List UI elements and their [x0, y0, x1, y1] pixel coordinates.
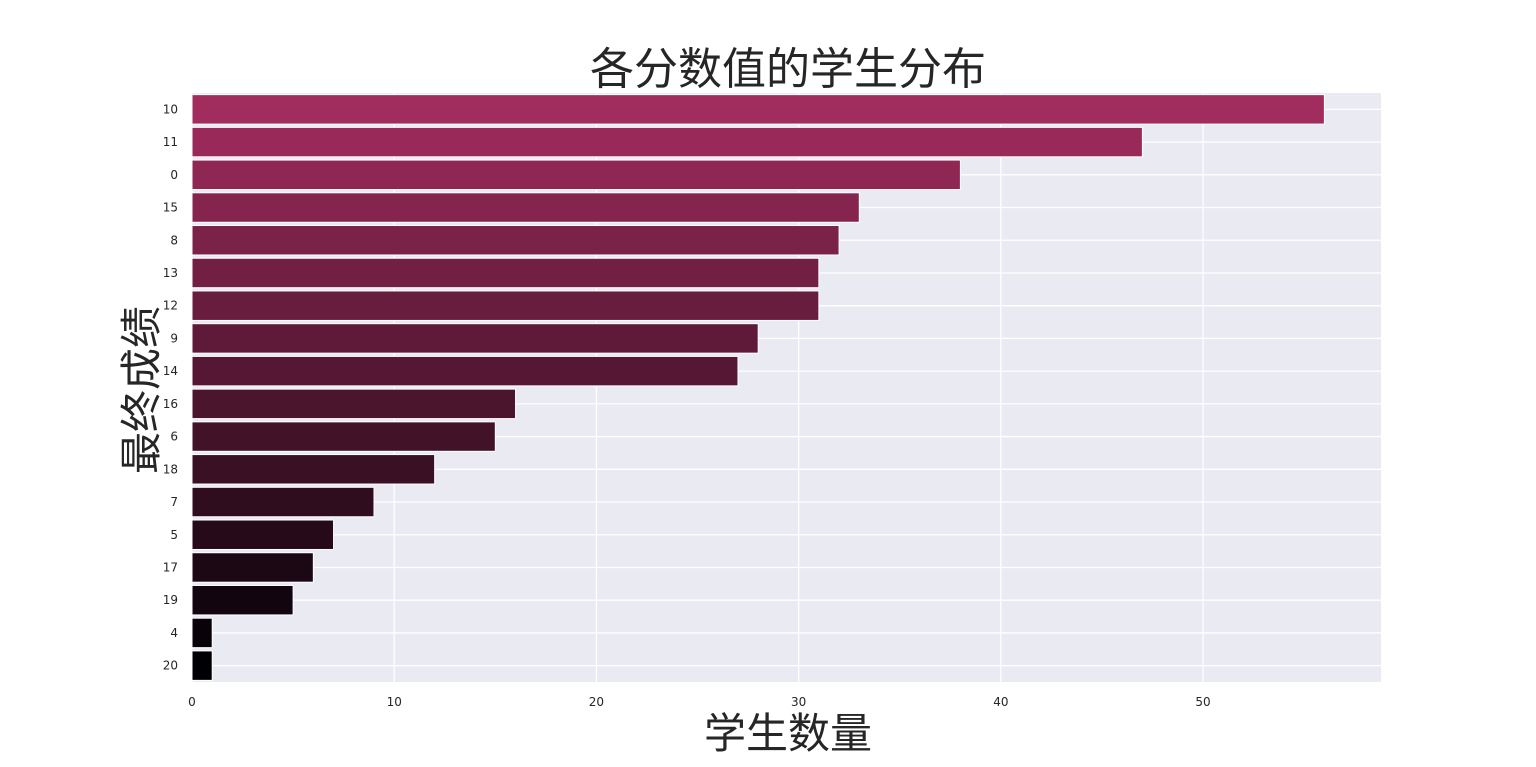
- y-tick-label: 12: [163, 299, 178, 313]
- y-tick-label: 7: [170, 495, 178, 509]
- chart-title: 各分数值的学生分布: [590, 44, 986, 95]
- bar-4: [191, 617, 213, 649]
- bar-12: [191, 290, 820, 321]
- y-tick-label: 13: [163, 266, 178, 280]
- y-tick-labels: 10 11 0 15 8 13 12 9 14 16 6 18 7 5 17 19 4 20: [163, 102, 178, 672]
- bar-15: [191, 192, 860, 223]
- x-tick-label: 40: [993, 695, 1008, 709]
- y-tick-label: 6: [170, 430, 178, 444]
- x-tick-label: 20: [589, 695, 604, 709]
- bar-0: [191, 159, 961, 191]
- bar-11: [191, 126, 1143, 158]
- y-tick-label: 14: [163, 364, 178, 378]
- x-tick-labels: 0 10 20 30 40 50: [188, 695, 1211, 709]
- plot-area: [192, 93, 1381, 682]
- y-axis-title: 最终成绩: [117, 306, 166, 474]
- y-tick-label: 0: [170, 168, 178, 182]
- y-tick-label: 16: [163, 397, 178, 411]
- x-axis-title: 学生数量: [704, 709, 872, 758]
- y-tick-label: 17: [163, 560, 178, 574]
- bar-17: [191, 552, 314, 583]
- y-tick-label: 18: [163, 462, 178, 476]
- bar-16: [191, 388, 517, 420]
- bar-9: [191, 323, 759, 354]
- y-tick-label: 8: [170, 233, 178, 247]
- x-tick-label: 0: [188, 695, 196, 709]
- y-tick-label: 20: [163, 659, 178, 673]
- bar-5: [191, 519, 335, 550]
- bar-6: [191, 421, 496, 452]
- bar-8: [191, 225, 840, 256]
- bar-19: [191, 584, 294, 616]
- bar-20: [191, 650, 213, 681]
- y-tick-label: 5: [170, 528, 178, 542]
- y-tick-label: 15: [163, 201, 178, 215]
- bars: [191, 94, 1325, 681]
- y-tick-label: 11: [163, 135, 178, 149]
- y-tick-label: 19: [163, 593, 178, 607]
- y-tick-label: 10: [163, 102, 178, 116]
- x-tick-label: 50: [1195, 695, 1210, 709]
- y-tick-label: 9: [170, 331, 178, 345]
- bar-7: [191, 486, 375, 518]
- x-tick-label: 10: [387, 695, 402, 709]
- bar-13: [191, 257, 820, 289]
- x-tick-label: 30: [791, 695, 806, 709]
- bar-18: [191, 454, 436, 485]
- y-tick-label: 4: [170, 626, 178, 640]
- bar-10: [191, 94, 1325, 125]
- bar-14: [191, 355, 739, 387]
